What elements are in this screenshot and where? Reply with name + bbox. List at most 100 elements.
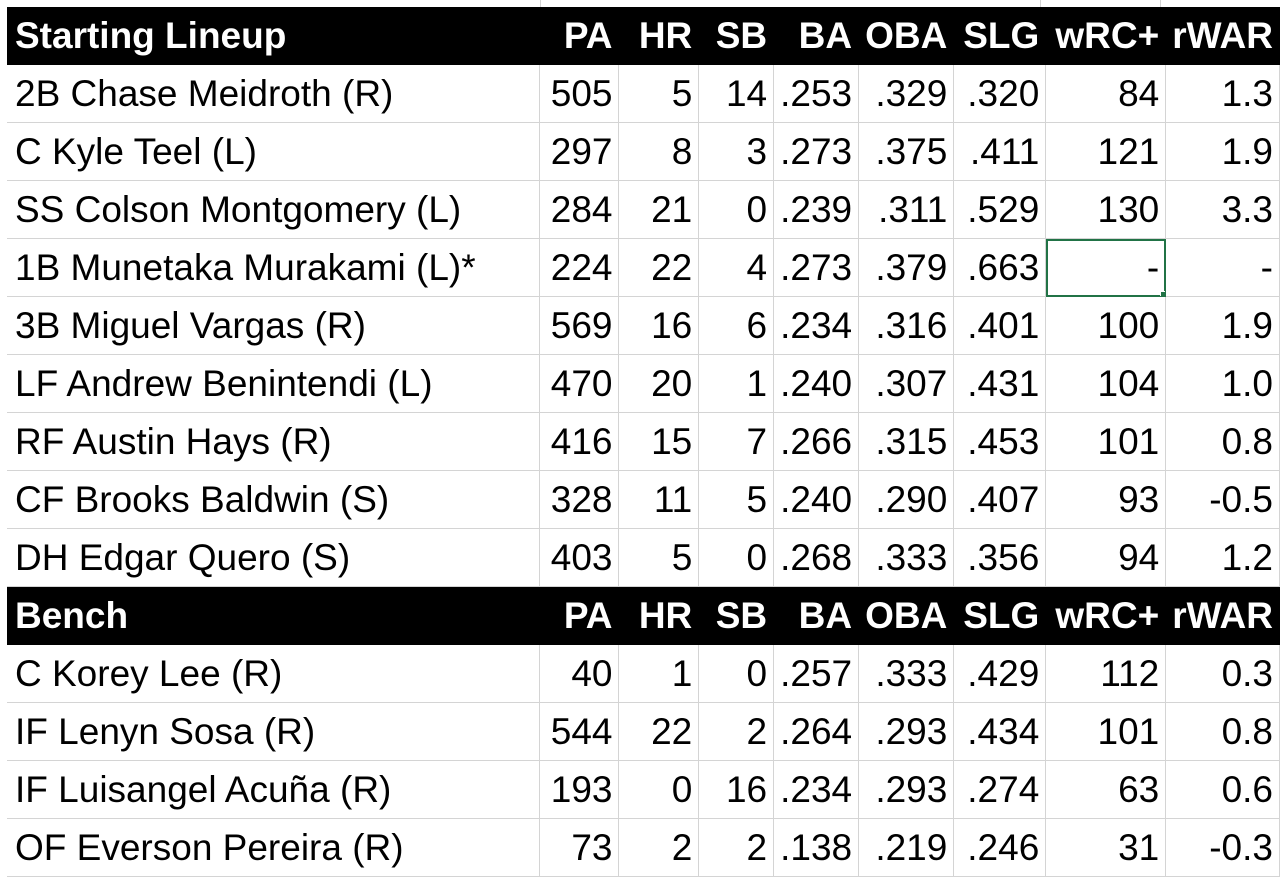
stat-cell-hr[interactable]: 22: [618, 238, 700, 297]
stat-cell-slg[interactable]: .407: [953, 470, 1047, 529]
stat-cell-sb[interactable]: 7: [698, 412, 775, 471]
stat-cell-slg[interactable]: .356: [953, 528, 1047, 587]
stat-cell-sb[interactable]: 5: [698, 470, 775, 529]
stat-cell-oba[interactable]: .333: [858, 528, 955, 587]
stat-cell-pa[interactable]: 505: [539, 64, 620, 123]
stat-cell-wrc[interactable]: 63: [1045, 760, 1167, 819]
stat-cell-ba[interactable]: .234: [773, 296, 860, 355]
column-header-ba[interactable]: BA: [773, 586, 860, 645]
stat-cell-pa[interactable]: 284: [539, 180, 620, 239]
stat-cell-pa[interactable]: 297: [539, 122, 620, 181]
stat-cell-ba[interactable]: .240: [773, 470, 860, 529]
column-header-ba[interactable]: BA: [773, 7, 860, 65]
stat-cell-sb[interactable]: 0: [698, 180, 775, 239]
column-header-rwar[interactable]: rWAR: [1165, 586, 1280, 645]
stat-cell-slg[interactable]: .431: [953, 354, 1047, 413]
stat-cell-pa[interactable]: 569: [539, 296, 620, 355]
stat-cell-ba[interactable]: .266: [773, 412, 860, 471]
stat-cell-rwar[interactable]: 0.8: [1165, 702, 1280, 761]
stat-cell-hr[interactable]: 11: [618, 470, 700, 529]
stat-cell-pa[interactable]: 470: [539, 354, 620, 413]
stat-cell-sb[interactable]: 4: [698, 238, 775, 297]
stat-cell-wrc[interactable]: 101: [1045, 412, 1167, 471]
stat-cell-ba[interactable]: .257: [773, 644, 860, 703]
stat-cell-pa[interactable]: 416: [539, 412, 620, 471]
stat-cell-rwar[interactable]: 1.0: [1165, 354, 1280, 413]
stat-cell-pa[interactable]: 544: [539, 702, 620, 761]
column-header-oba[interactable]: OBA: [858, 586, 955, 645]
stat-cell-slg[interactable]: .274: [953, 760, 1047, 819]
stat-cell-oba[interactable]: .333: [858, 644, 955, 703]
stat-cell-oba[interactable]: .316: [858, 296, 955, 355]
stat-cell-sb[interactable]: 14: [698, 64, 775, 123]
section-title[interactable]: Starting Lineup: [7, 7, 540, 65]
player-cell[interactable]: C Korey Lee (R): [7, 644, 540, 703]
section-title[interactable]: Bench: [7, 586, 540, 645]
stat-cell-pa[interactable]: 403: [539, 528, 620, 587]
stat-cell-rwar[interactable]: -: [1165, 238, 1280, 297]
stat-cell-rwar[interactable]: 0.6: [1165, 760, 1280, 819]
stat-cell-oba[interactable]: .375: [858, 122, 955, 181]
stat-cell-ba[interactable]: .268: [773, 528, 860, 587]
player-cell[interactable]: OF Everson Pereira (R): [7, 818, 540, 877]
stat-cell-slg[interactable]: .320: [953, 64, 1047, 123]
stat-cell-ba[interactable]: .273: [773, 238, 860, 297]
stat-cell-sb[interactable]: 3: [698, 122, 775, 181]
stat-cell-sb[interactable]: 2: [698, 818, 775, 877]
column-header-pa[interactable]: PA: [539, 7, 620, 65]
selected-cell[interactable]: -: [1045, 238, 1167, 297]
stat-cell-sb[interactable]: 0: [698, 644, 775, 703]
column-header-hr[interactable]: HR: [618, 7, 700, 65]
column-header-oba[interactable]: OBA: [858, 7, 955, 65]
stat-cell-oba[interactable]: .329: [858, 64, 955, 123]
stat-cell-hr[interactable]: 1: [618, 644, 700, 703]
stat-cell-wrc[interactable]: 130: [1045, 180, 1167, 239]
stat-cell-pa[interactable]: 73: [539, 818, 620, 877]
player-cell[interactable]: C Kyle Teel (L): [7, 122, 540, 181]
stat-cell-wrc[interactable]: 93: [1045, 470, 1167, 529]
stat-cell-wrc[interactable]: 112: [1045, 644, 1167, 703]
stat-cell-oba[interactable]: .293: [858, 702, 955, 761]
stat-cell-slg[interactable]: .663: [953, 238, 1047, 297]
column-header-sb[interactable]: SB: [698, 7, 775, 65]
stat-cell-oba[interactable]: .379: [858, 238, 955, 297]
player-cell[interactable]: CF Brooks Baldwin (S): [7, 470, 540, 529]
stat-cell-rwar[interactable]: -0.3: [1165, 818, 1280, 877]
stat-cell-wrc[interactable]: 100: [1045, 296, 1167, 355]
stat-cell-ba[interactable]: .264: [773, 702, 860, 761]
column-header-pa[interactable]: PA: [539, 586, 620, 645]
stat-cell-oba[interactable]: .315: [858, 412, 955, 471]
stat-cell-pa[interactable]: 40: [539, 644, 620, 703]
stat-cell-oba[interactable]: .290: [858, 470, 955, 529]
stat-cell-hr[interactable]: 5: [618, 528, 700, 587]
player-cell[interactable]: RF Austin Hays (R): [7, 412, 540, 471]
stat-cell-sb[interactable]: 16: [698, 760, 775, 819]
stat-cell-slg[interactable]: .429: [953, 644, 1047, 703]
stat-cell-rwar[interactable]: 1.9: [1165, 296, 1280, 355]
stat-cell-oba[interactable]: .219: [858, 818, 955, 877]
stat-cell-hr[interactable]: 15: [618, 412, 700, 471]
stat-cell-sb[interactable]: 2: [698, 702, 775, 761]
stat-cell-ba[interactable]: .234: [773, 760, 860, 819]
column-header-sb[interactable]: SB: [698, 586, 775, 645]
stat-cell-hr[interactable]: 0: [618, 760, 700, 819]
stat-cell-slg[interactable]: .401: [953, 296, 1047, 355]
stat-cell-pa[interactable]: 224: [539, 238, 620, 297]
stat-cell-hr[interactable]: 20: [618, 354, 700, 413]
stat-cell-ba[interactable]: .239: [773, 180, 860, 239]
column-header-wrc[interactable]: wRC+: [1045, 586, 1167, 645]
stat-cell-sb[interactable]: 1: [698, 354, 775, 413]
stat-cell-rwar[interactable]: 0.3: [1165, 644, 1280, 703]
stat-cell-wrc[interactable]: 101: [1045, 702, 1167, 761]
player-cell[interactable]: LF Andrew Benintendi (L): [7, 354, 540, 413]
player-cell[interactable]: IF Luisangel Acuña (R): [7, 760, 540, 819]
column-header-slg[interactable]: SLG: [953, 7, 1047, 65]
stat-cell-oba[interactable]: .293: [858, 760, 955, 819]
stat-cell-wrc[interactable]: 84: [1045, 64, 1167, 123]
stat-cell-oba[interactable]: .307: [858, 354, 955, 413]
column-header-slg[interactable]: SLG: [953, 586, 1047, 645]
stat-cell-hr[interactable]: 5: [618, 64, 700, 123]
stat-cell-wrc[interactable]: 31: [1045, 818, 1167, 877]
stat-cell-slg[interactable]: .434: [953, 702, 1047, 761]
column-header-wrc[interactable]: wRC+: [1045, 7, 1167, 65]
